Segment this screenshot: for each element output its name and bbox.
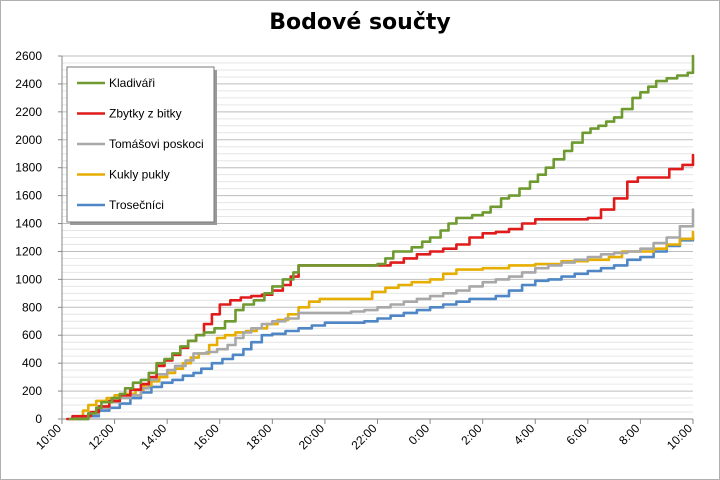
x-tick-label: 16:00 xyxy=(191,421,222,452)
y-tick-label: 1600 xyxy=(15,189,42,203)
y-tick-label: 2600 xyxy=(15,49,42,63)
y-tick-label: 2000 xyxy=(15,133,42,147)
x-tick-label: 20:00 xyxy=(296,421,327,452)
y-tick-label: 1200 xyxy=(15,244,42,258)
legend-label: Zbytky z bitky xyxy=(109,107,182,121)
y-tick-label: 800 xyxy=(22,300,42,314)
y-tick-label: 0 xyxy=(35,412,42,426)
x-tick-label: 4:00 xyxy=(511,421,538,448)
series-line-3 xyxy=(71,208,695,421)
x-tick-label: 2:00 xyxy=(458,421,485,448)
x-axis-tick-labels: 10:00 12:00 14:00 16:00 18:00 20:00 22:00 0:00 2… xyxy=(33,421,695,452)
y-axis-tick-labels: 0 200 400 600 800 1000 1200 1400 1600 1800 2000 220… xyxy=(15,49,42,426)
y-tick-label: 1800 xyxy=(15,161,42,175)
y-tick-label: 2400 xyxy=(15,77,42,91)
y-tick-label: 1000 xyxy=(15,272,42,286)
x-tick-label: 0:00 xyxy=(406,421,433,448)
x-tick-label: 10:00 xyxy=(664,421,695,452)
x-tick-label: 14:00 xyxy=(138,421,169,452)
y-tick-label: 2200 xyxy=(15,105,42,119)
y-tick-label: 200 xyxy=(22,384,42,398)
y-tick-label: 1400 xyxy=(15,217,42,231)
legend-label: Tomášovi poskoci xyxy=(109,137,204,151)
series-line-1 xyxy=(68,54,695,421)
series-line-2 xyxy=(66,153,695,421)
y-tick-label: 600 xyxy=(22,328,42,342)
chart-title: Bodové součty xyxy=(269,10,451,35)
x-tick-label: 22:00 xyxy=(348,421,379,452)
y-tick-label: 400 xyxy=(22,356,42,370)
legend-label: Kukly pukly xyxy=(109,168,170,182)
x-tick-label: 12:00 xyxy=(86,421,117,452)
gridlines xyxy=(62,55,693,420)
axes xyxy=(58,55,694,424)
series-line-5 xyxy=(73,236,695,421)
legend-label: Kladiváři xyxy=(109,76,155,90)
x-tick-label: 18:00 xyxy=(243,421,274,452)
legend-label: Trosečníci xyxy=(109,198,164,212)
x-tick-label: 6:00 xyxy=(564,421,591,448)
x-tick-label: 8:00 xyxy=(616,421,643,448)
series-lines xyxy=(66,54,695,421)
legend: Kladiváři Zbytky z bitky Tomášovi poskoci K… xyxy=(66,66,217,225)
